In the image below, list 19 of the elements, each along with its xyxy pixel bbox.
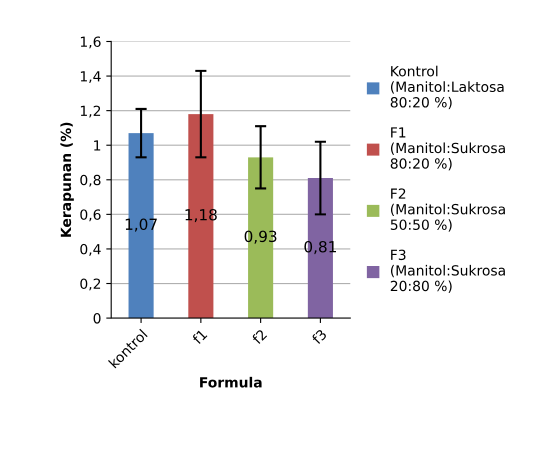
legend-label: F3 (Manitol:Sukrosa 20:80 %) [390,250,505,293]
y-tick-label: 0,6 [80,209,101,222]
y-tick-label: 0,4 [80,244,101,256]
data-label: 0,81 [304,240,336,254]
y-tick-label: 1,6 [80,36,101,48]
y-tick-label: 0,8 [80,174,101,187]
x-tick-label: f2 [251,328,268,345]
y-tick-label: 1 [94,140,100,150]
legend-label: F2 (Manitol:Sukrosa 50:50 %) [390,188,505,232]
x-axis-title: Formula [200,376,262,388]
x-tick-label: f3 [310,328,328,345]
y-tick-label: 0 [94,313,101,324]
y-tick-label: 0,2 [80,278,100,290]
legend-label: Kontrol (Manitol:Laktosa 80:20 %) [390,66,504,110]
x-tick-label: f1 [191,328,208,345]
y-axis-title: Kerapunan (%) [60,122,74,237]
y-tick-label: 1,2 [80,106,100,118]
y-tick-label: 1,4 [80,71,101,83]
legend-label: F1 (Manitol:Sukrosa 80:20 %) [390,127,505,170]
